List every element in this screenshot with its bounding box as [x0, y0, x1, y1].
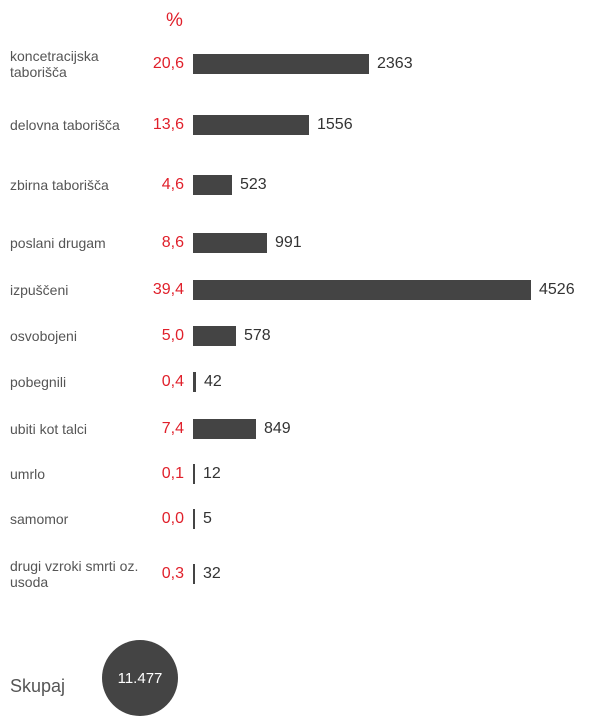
bar	[193, 509, 195, 529]
category-label: umrlo	[10, 466, 46, 482]
category-label: delovna taborišča	[10, 117, 120, 133]
value-label: 12	[203, 465, 221, 482]
value-label: 1556	[317, 116, 353, 133]
value-label: 991	[275, 234, 302, 251]
value-label: 4526	[539, 281, 575, 298]
bar	[193, 419, 256, 439]
category-label: izpuščeni	[10, 282, 69, 298]
percent-column-header: %	[166, 10, 183, 31]
value-label: 32	[203, 565, 221, 582]
value-label: 849	[264, 420, 291, 437]
percent-label: 13,6	[152, 116, 184, 133]
percent-label: 39,4	[152, 281, 184, 298]
bar	[193, 233, 267, 253]
bar	[193, 372, 196, 392]
category-label: samomor	[10, 511, 69, 527]
percent-label: 0,3	[161, 565, 184, 582]
total-value: 11.477	[117, 669, 163, 687]
percent-label: 7,4	[161, 420, 184, 437]
bar	[193, 280, 531, 300]
value-label: 42	[204, 373, 222, 390]
percent-label: 8,6	[161, 234, 184, 251]
value-label: 2363	[377, 55, 413, 72]
value-label: 5	[203, 510, 212, 527]
percent-label: 20,6	[152, 55, 184, 72]
category-label: pobegnili	[10, 374, 67, 390]
category-label: osvobojeni	[10, 328, 77, 344]
category-label: ubiti kot talci	[10, 421, 88, 437]
bar	[193, 326, 236, 346]
value-label: 523	[240, 176, 267, 193]
percent-label: 0,4	[161, 373, 184, 390]
total-badge: 11.477	[102, 640, 178, 716]
bar	[193, 115, 309, 135]
percent-label: 0,0	[161, 510, 184, 527]
bar	[193, 564, 195, 584]
category-label: koncetracijska taborišča	[10, 48, 99, 80]
category-label: poslani drugam	[10, 235, 106, 251]
percent-label: 4,6	[161, 176, 184, 193]
value-label: 578	[244, 327, 271, 344]
bar	[193, 175, 232, 195]
bar	[193, 54, 369, 74]
percent-label: 5,0	[161, 327, 184, 344]
total-label: Skupaj	[10, 676, 66, 696]
category-label: drugi vzroki smrti oz. usoda	[10, 558, 139, 590]
bar	[193, 464, 195, 484]
category-label: zbirna taborišča	[10, 177, 109, 193]
percent-label: 0,1	[161, 465, 184, 482]
